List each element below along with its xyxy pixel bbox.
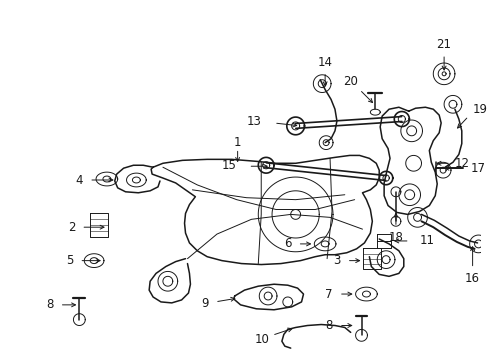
Text: 6: 6 (284, 237, 291, 251)
Text: 8: 8 (46, 298, 53, 311)
Text: 11: 11 (419, 234, 434, 247)
Text: 20: 20 (343, 75, 357, 88)
Text: 16: 16 (464, 272, 479, 285)
Text: 18: 18 (387, 230, 403, 243)
Text: 9: 9 (201, 297, 208, 310)
Text: 10: 10 (254, 333, 269, 346)
Text: 4: 4 (76, 174, 83, 186)
Text: 3: 3 (332, 254, 340, 267)
Text: 13: 13 (246, 114, 261, 127)
Text: 1: 1 (233, 136, 241, 149)
Text: 19: 19 (471, 103, 487, 116)
Text: 8: 8 (325, 319, 332, 332)
Text: 7: 7 (325, 288, 332, 301)
Text: 15: 15 (222, 159, 236, 172)
Text: 17: 17 (469, 162, 485, 175)
Text: 12: 12 (454, 157, 469, 170)
Text: 21: 21 (436, 38, 451, 51)
Text: 5: 5 (66, 254, 73, 267)
Text: 2: 2 (68, 221, 75, 234)
Text: 14: 14 (317, 55, 332, 68)
